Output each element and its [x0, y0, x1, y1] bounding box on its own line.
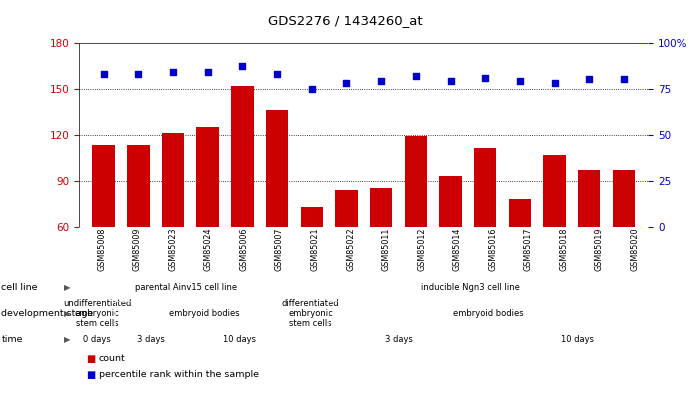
Bar [196, 127, 219, 227]
Text: GSM85023: GSM85023 [169, 228, 178, 271]
Bar [439, 176, 462, 227]
Text: embryoid bodies: embryoid bodies [453, 309, 524, 318]
Text: GSM85009: GSM85009 [133, 228, 142, 271]
Text: ▶: ▶ [64, 335, 71, 344]
Text: ■: ■ [86, 370, 95, 380]
Bar [335, 190, 358, 227]
Text: ▶: ▶ [64, 283, 71, 292]
Text: GSM85022: GSM85022 [346, 228, 355, 271]
Text: GSM85012: GSM85012 [417, 228, 426, 271]
Bar [404, 136, 427, 227]
Text: GSM85024: GSM85024 [204, 228, 213, 271]
Text: GSM85018: GSM85018 [559, 228, 568, 271]
Bar [231, 85, 254, 227]
Point [133, 70, 144, 77]
Text: GSM85017: GSM85017 [524, 228, 533, 271]
Point [98, 70, 109, 77]
Text: 10 days: 10 days [560, 335, 594, 344]
Point [237, 63, 248, 70]
Bar [613, 170, 635, 227]
Text: GSM85020: GSM85020 [630, 228, 639, 271]
Text: parental Ainv15 cell line: parental Ainv15 cell line [135, 283, 237, 292]
Text: GSM85016: GSM85016 [489, 228, 498, 271]
Text: GSM85008: GSM85008 [97, 228, 106, 271]
Bar [370, 188, 392, 227]
Text: GSM85011: GSM85011 [381, 228, 390, 271]
Point [410, 72, 422, 79]
Point [341, 80, 352, 86]
Text: percentile rank within the sample: percentile rank within the sample [99, 370, 259, 379]
Text: 0 days: 0 days [84, 335, 111, 344]
Point [202, 69, 214, 75]
Point [306, 85, 317, 92]
Point [376, 78, 387, 85]
Text: count: count [99, 354, 126, 363]
Text: cell line: cell line [1, 283, 38, 292]
Point [514, 78, 525, 85]
Text: time: time [1, 335, 23, 344]
Bar [93, 145, 115, 227]
Bar [127, 145, 150, 227]
Text: GSM85007: GSM85007 [275, 228, 284, 271]
Point [445, 78, 456, 85]
Point [549, 80, 560, 86]
Bar [162, 133, 184, 227]
Text: GSM85021: GSM85021 [310, 228, 319, 271]
Bar [474, 149, 496, 227]
Text: ■: ■ [86, 354, 95, 364]
Text: GSM85014: GSM85014 [453, 228, 462, 271]
Point [272, 70, 283, 77]
Bar [578, 170, 600, 227]
Bar [301, 207, 323, 227]
Text: 3 days: 3 days [137, 335, 164, 344]
Bar [509, 199, 531, 227]
Text: development stage: development stage [1, 309, 93, 318]
Point [618, 76, 630, 83]
Bar [266, 110, 288, 227]
Text: undifferentiated
embryonic
stem cells: undifferentiated embryonic stem cells [63, 298, 131, 328]
Text: GSM85019: GSM85019 [595, 228, 604, 271]
Text: GDS2276 / 1434260_at: GDS2276 / 1434260_at [268, 14, 423, 27]
Text: 3 days: 3 days [386, 335, 413, 344]
Point [167, 69, 178, 75]
Text: GSM85006: GSM85006 [239, 228, 248, 271]
Text: 10 days: 10 days [223, 335, 256, 344]
Text: inducible Ngn3 cell line: inducible Ngn3 cell line [421, 283, 520, 292]
Point [584, 76, 595, 83]
Point [480, 74, 491, 81]
Bar [543, 155, 566, 227]
Text: embryoid bodies: embryoid bodies [169, 309, 239, 318]
Text: differentiated
embryonic
stem cells: differentiated embryonic stem cells [282, 298, 339, 328]
Text: ▶: ▶ [64, 309, 71, 318]
